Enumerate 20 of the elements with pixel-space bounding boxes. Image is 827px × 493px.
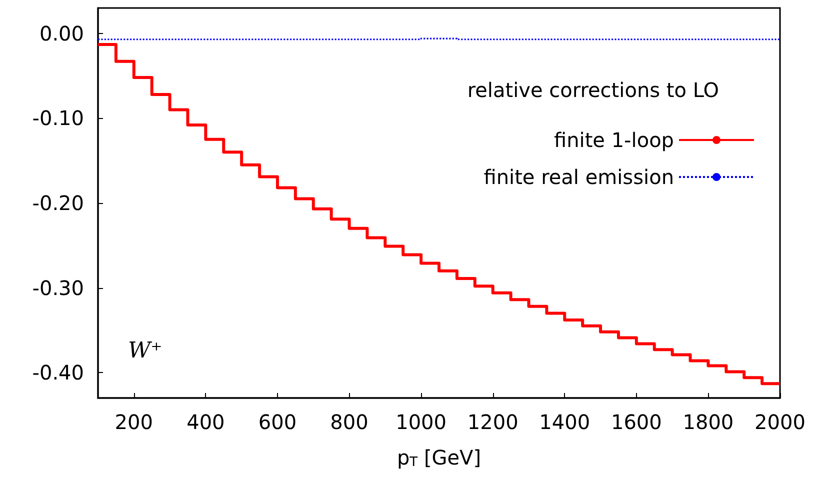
x-tick-label: 1000: [396, 410, 447, 434]
y-tick-label: -0.20: [32, 191, 84, 215]
legend-label: finite 1-loop: [554, 128, 674, 152]
x-tick-label: 1600: [610, 410, 662, 434]
x-tick-label: 200: [114, 410, 153, 434]
y-tick-label: -0.40: [32, 360, 84, 385]
x-tick-label: 1800: [682, 410, 734, 434]
y-tick-label: -0.30: [32, 276, 84, 300]
legend-title: relative corrections to LO: [467, 78, 720, 102]
y-tick-label: -0.10: [32, 106, 84, 130]
x-tick-label: 1200: [467, 410, 518, 434]
y-tick-label: 0.00: [39, 21, 84, 46]
x-axis-title: pT [GeV]: [396, 446, 482, 470]
x-tick-label: 600: [258, 410, 297, 434]
x-tick-label: 1400: [539, 410, 590, 434]
x-tick-label: 400: [186, 410, 225, 434]
legend-label: finite real emission: [484, 165, 674, 189]
annotation: W⁺: [128, 338, 162, 364]
x-tick-label: 800: [330, 410, 368, 434]
x-tick-label: 2000: [754, 410, 806, 434]
